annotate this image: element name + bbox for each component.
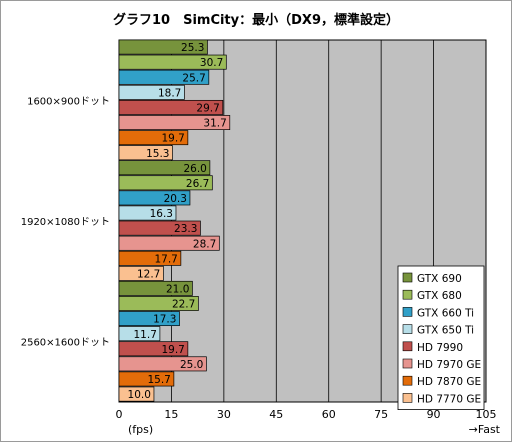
- legend-swatch: [402, 324, 413, 334]
- category-label: 1920×1080ドット: [21, 217, 110, 228]
- bar: [118, 115, 231, 130]
- data-label: 25.3: [181, 42, 204, 54]
- data-label: 31.7: [203, 118, 226, 130]
- bar: [118, 250, 182, 266]
- data-label: 21.0: [166, 283, 189, 295]
- data-label: 29.7: [196, 103, 219, 115]
- data-label: 18.7: [158, 87, 181, 99]
- data-label: 22.7: [172, 299, 195, 311]
- bar: [118, 235, 220, 251]
- data-label: 19.7: [161, 344, 184, 356]
- bar: [118, 54, 227, 70]
- data-label: 23.3: [174, 223, 197, 235]
- data-label: 15.7: [147, 374, 170, 386]
- legend-label: GTX 680: [417, 290, 462, 302]
- data-label: 26.0: [183, 163, 206, 175]
- x-tick-label: 90: [427, 408, 441, 421]
- bar: [118, 220, 201, 236]
- bar: [118, 296, 199, 311]
- category-label: 2560×1600ドット: [21, 338, 110, 349]
- legend-swatch: [402, 375, 413, 386]
- legend-swatch: [402, 307, 413, 317]
- x-tick-label: 60: [322, 408, 336, 421]
- legend-swatch: [402, 272, 413, 283]
- data-label: 30.7: [200, 57, 223, 69]
- data-label: 26.7: [186, 178, 209, 190]
- legend-label: GTX 690: [417, 273, 462, 285]
- legend-label: HD 7990: [417, 342, 463, 354]
- bar: [118, 145, 173, 161]
- legend-swatch: [402, 289, 413, 300]
- legend-label: HD 7770 GE: [417, 393, 481, 405]
- x-axis-unit-label: (fps): [128, 423, 153, 436]
- data-label: 19.7: [161, 133, 184, 145]
- legend-label: HD 7970 GE: [417, 359, 481, 371]
- bar: [118, 311, 180, 327]
- bar: [118, 341, 189, 357]
- data-label: 17.7: [154, 253, 177, 265]
- legend-label: GTX 650 Ti: [417, 325, 474, 337]
- x-tick-label: 0: [116, 408, 123, 421]
- bar: [118, 356, 207, 372]
- data-label: 17.3: [153, 314, 176, 326]
- data-label: 28.7: [193, 238, 216, 250]
- bar: [118, 130, 189, 146]
- data-label: 25.7: [182, 72, 205, 84]
- legend-swatch: [402, 393, 413, 403]
- data-label: 10.0: [128, 389, 151, 401]
- bar: [118, 69, 210, 85]
- x-axis-direction-label: →Fast: [469, 423, 501, 436]
- legend-swatch: [402, 358, 413, 369]
- legend-swatch: [402, 341, 413, 352]
- legend-box: [397, 265, 485, 411]
- bar: [118, 280, 193, 296]
- data-label: 11.7: [134, 329, 157, 341]
- bar: [118, 205, 177, 221]
- bar: [118, 99, 224, 115]
- data-label: 16.3: [150, 208, 173, 220]
- legend-label: GTX 660 Ti: [417, 307, 474, 319]
- bar: [118, 84, 185, 100]
- data-label: 20.3: [164, 193, 187, 205]
- x-tick-label: 75: [374, 408, 388, 421]
- bar: [118, 39, 208, 55]
- bar: [118, 190, 191, 206]
- bar: [118, 371, 175, 387]
- x-tick-label: 15: [164, 408, 178, 421]
- legend-label: HD 7870 GE: [417, 376, 481, 388]
- data-label: 25.0: [180, 359, 203, 371]
- data-label: 12.7: [137, 269, 160, 281]
- bar: [118, 265, 164, 281]
- chart-title: グラフ10 SimCity：最小（DX9，標準設定）: [113, 12, 399, 28]
- x-tick-label: 30: [217, 408, 231, 421]
- bar: [118, 175, 213, 191]
- bar: [118, 326, 161, 342]
- category-label: 1600×900ドット: [27, 96, 110, 107]
- bar: [118, 386, 155, 402]
- bar: [118, 160, 211, 176]
- x-tick-label: 45: [269, 408, 283, 421]
- x-tick-label: 105: [476, 408, 497, 421]
- data-label: 15.3: [146, 148, 169, 160]
